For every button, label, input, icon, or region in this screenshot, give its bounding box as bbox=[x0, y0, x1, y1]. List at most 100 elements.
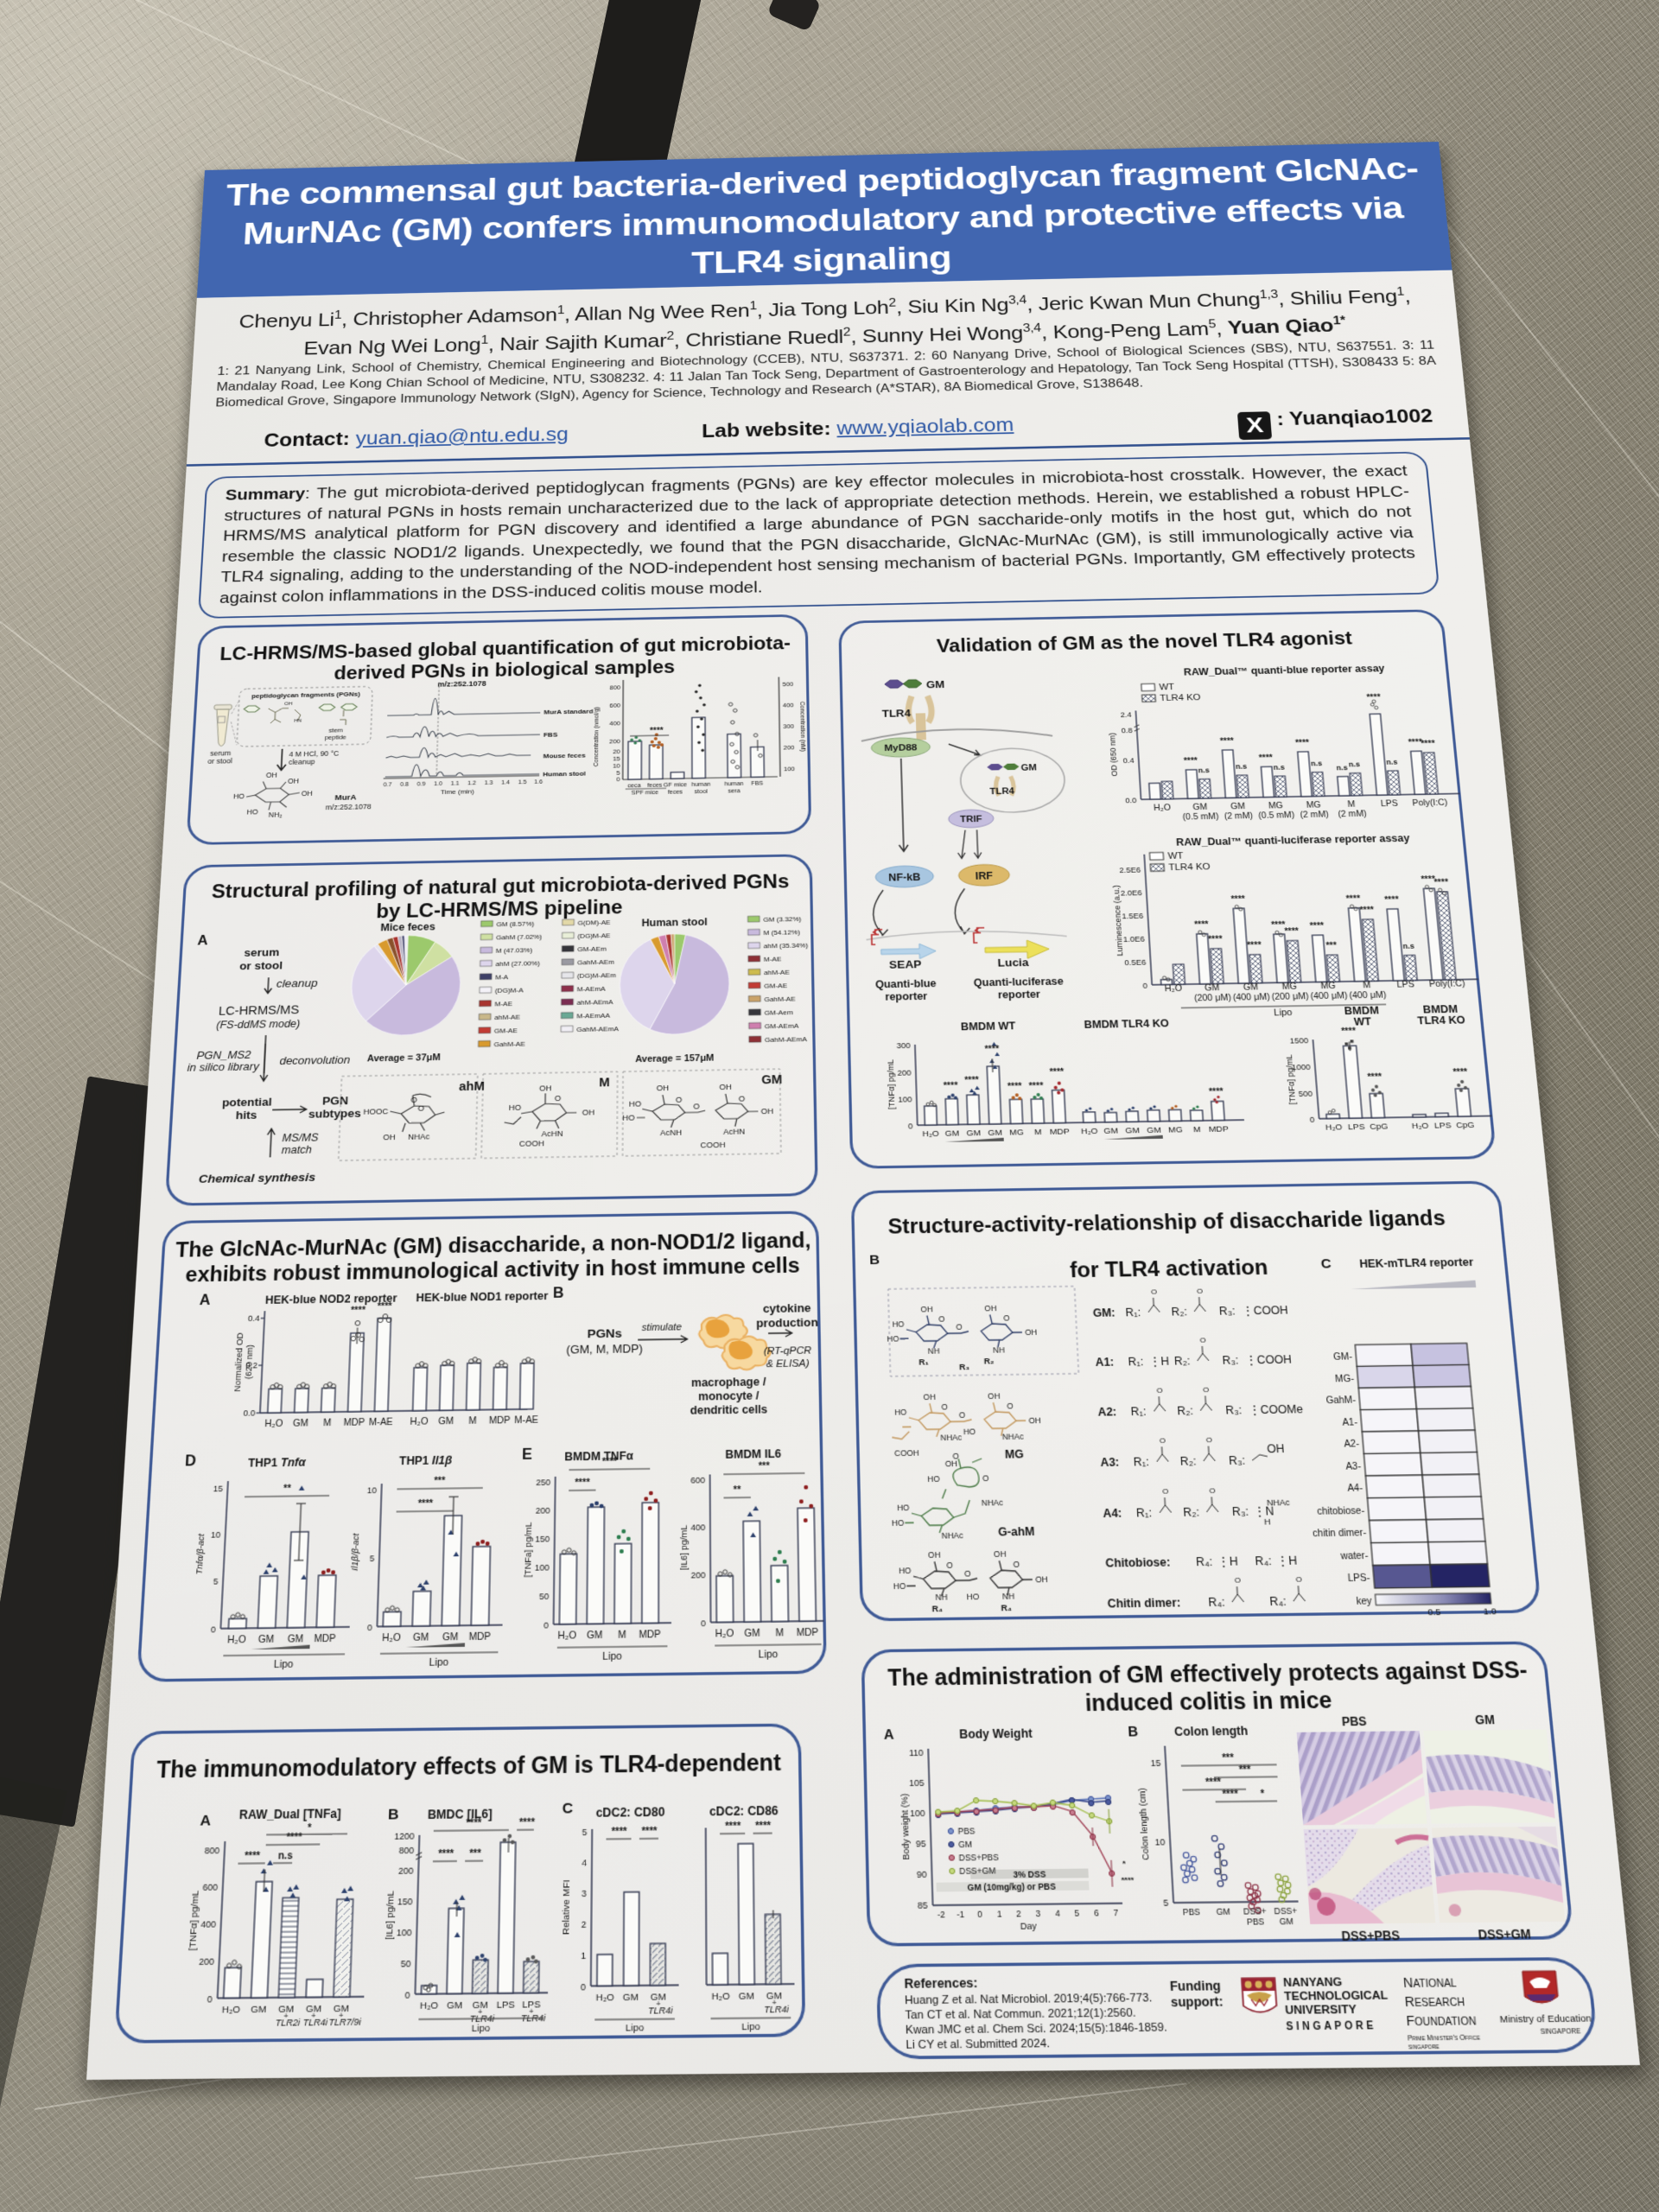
svg-text:n.s: n.s bbox=[278, 1849, 294, 1861]
svg-text:dendritic cells: dendritic cells bbox=[690, 1404, 768, 1417]
svg-text:(DG)M-AE: (DG)M-AE bbox=[577, 933, 611, 940]
svg-text:FBS: FBS bbox=[751, 781, 763, 787]
svg-text:GM: GM bbox=[761, 1072, 782, 1087]
svg-text:800: 800 bbox=[204, 1846, 219, 1857]
svg-text:****: **** bbox=[1194, 919, 1210, 929]
svg-text:O: O bbox=[1199, 1337, 1205, 1344]
svg-text:PGNs: PGNs bbox=[588, 1328, 622, 1341]
svg-text:100: 100 bbox=[784, 766, 796, 773]
svg-text:NF-kB: NF-kB bbox=[888, 873, 920, 884]
svg-text:O: O bbox=[1156, 1388, 1162, 1395]
svg-text:OH: OH bbox=[928, 1550, 941, 1560]
svg-text:150: 150 bbox=[535, 1534, 550, 1544]
svg-text:H₂O: H₂O bbox=[1081, 1127, 1098, 1136]
svg-text:OH: OH bbox=[1028, 1415, 1041, 1425]
svg-text:IRF: IRF bbox=[976, 872, 994, 882]
svg-text:****: **** bbox=[1049, 1066, 1065, 1077]
svg-text:OH: OH bbox=[761, 1107, 774, 1116]
svg-text:ahM-AE: ahM-AE bbox=[494, 1014, 521, 1021]
svg-text:50: 50 bbox=[539, 1592, 549, 1602]
svg-text:HO: HO bbox=[509, 1103, 522, 1113]
svg-text:GM: GM bbox=[926, 680, 945, 691]
svg-text:600: 600 bbox=[609, 702, 620, 709]
svg-text:GahM-AE: GahM-AE bbox=[493, 1041, 525, 1049]
svg-text:NH₂: NH₂ bbox=[268, 810, 283, 819]
svg-text:reporter: reporter bbox=[885, 992, 927, 1003]
svg-text:1.4: 1.4 bbox=[501, 780, 511, 786]
svg-text:GM: GM bbox=[306, 2003, 322, 2014]
svg-text:O: O bbox=[739, 1094, 746, 1103]
svg-text:200: 200 bbox=[691, 1570, 706, 1580]
svg-text:R₄: R₄ bbox=[1001, 1603, 1012, 1613]
svg-text:SEAP: SEAP bbox=[889, 959, 922, 971]
svg-text:RESEARCH: RESEARCH bbox=[1404, 1994, 1465, 2010]
svg-text:MG: MG bbox=[1320, 981, 1336, 991]
svg-text:OH: OH bbox=[284, 702, 293, 707]
svg-text:[TNFα] pg/mL: [TNFα] pg/mL bbox=[886, 1058, 897, 1109]
svg-text:potential: potential bbox=[222, 1096, 272, 1109]
svg-text:(200 μM): (200 μM) bbox=[1194, 993, 1232, 1003]
svg-text:****: **** bbox=[612, 1826, 628, 1838]
svg-text:Normalized OD: Normalized OD bbox=[232, 1332, 245, 1392]
svg-text:MG: MG bbox=[1268, 801, 1284, 810]
svg-text:in silico library: in silico library bbox=[187, 1061, 259, 1074]
svg-text:4: 4 bbox=[1055, 1908, 1060, 1919]
svg-text:PBS: PBS bbox=[1341, 1716, 1367, 1729]
svg-text:****: **** bbox=[1309, 921, 1325, 931]
svg-text:0.5E6: 0.5E6 bbox=[1124, 958, 1146, 968]
svg-text:400: 400 bbox=[783, 702, 794, 709]
svg-text:3% DSS: 3% DSS bbox=[1013, 1869, 1046, 1880]
svg-text:WT: WT bbox=[1167, 851, 1184, 861]
svg-text:HO: HO bbox=[887, 1334, 899, 1344]
svg-text:Body weight (%): Body weight (%) bbox=[899, 1793, 912, 1860]
svg-text:[TNFα] pg/mL: [TNFα] pg/mL bbox=[1284, 1054, 1298, 1105]
svg-text:TLR4i: TLR4i bbox=[521, 2012, 546, 2024]
svg-text:200: 200 bbox=[897, 1068, 911, 1077]
svg-text:A: A bbox=[884, 1726, 895, 1743]
svg-text:B: B bbox=[869, 1251, 880, 1267]
svg-text:TLR7/9i: TLR7/9i bbox=[328, 2017, 361, 2028]
svg-text:Colon length: Colon length bbox=[1174, 1726, 1249, 1739]
svg-text:1.1: 1.1 bbox=[451, 781, 460, 787]
svg-text:Luminescence (a.u.): Luminescence (a.u.) bbox=[1111, 885, 1125, 957]
svg-text:****: **** bbox=[377, 1300, 392, 1311]
svg-text:(400 μM): (400 μM) bbox=[1232, 992, 1270, 1002]
svg-text:(DG)M-A: (DG)M-A bbox=[495, 988, 524, 995]
svg-text:Average = 157μM: Average = 157μM bbox=[635, 1052, 714, 1064]
svg-text:feces: feces bbox=[647, 783, 662, 789]
svg-text:[TNFα] pg/mL: [TNFα] pg/mL bbox=[188, 1890, 201, 1950]
svg-text:****: **** bbox=[438, 1847, 454, 1859]
svg-text:15: 15 bbox=[213, 1484, 223, 1494]
svg-text:****: **** bbox=[1452, 1067, 1469, 1077]
svg-text:HEK-mTLR4 reporter: HEK-mTLR4 reporter bbox=[1359, 1257, 1474, 1270]
svg-text:500: 500 bbox=[782, 682, 793, 689]
svg-text:THP1 Tnfα: THP1 Tnfα bbox=[248, 1458, 307, 1471]
svg-text:0.2: 0.2 bbox=[245, 1361, 257, 1370]
svg-text:A2:: A2: bbox=[1097, 1407, 1116, 1419]
svg-text:****: **** bbox=[1359, 905, 1375, 914]
svg-text:-2: -2 bbox=[938, 1910, 945, 1921]
svg-text:GahM (7.02%): GahM (7.02%) bbox=[496, 934, 542, 942]
svg-text:(0.5 mM): (0.5 mM) bbox=[1182, 811, 1219, 822]
svg-text:Concentration (nM): Concentration (nM) bbox=[798, 702, 806, 752]
svg-text:1.0: 1.0 bbox=[434, 782, 443, 788]
svg-text:Lipo: Lipo bbox=[429, 1656, 448, 1668]
svg-text:derived PGNs in biological sam: derived PGNs in biological samples bbox=[334, 658, 675, 684]
svg-text:M: M bbox=[323, 1417, 332, 1428]
svg-text:+: + bbox=[283, 2012, 289, 2021]
svg-text:HO: HO bbox=[963, 1427, 976, 1436]
svg-text:HO: HO bbox=[629, 1099, 641, 1109]
svg-text:HO: HO bbox=[897, 1503, 910, 1513]
svg-text:H₂O: H₂O bbox=[1411, 1122, 1428, 1131]
svg-text:BMDM: BMDM bbox=[1344, 1006, 1379, 1017]
svg-text:****: **** bbox=[1384, 894, 1400, 904]
svg-text:GM-AEm: GM-AEm bbox=[577, 946, 607, 953]
svg-text:The administration of GM effec: The administration of GM effectively pro… bbox=[887, 1658, 1529, 1691]
svg-text:M: M bbox=[618, 1629, 626, 1640]
svg-text:GM: GM bbox=[1279, 1916, 1294, 1927]
svg-text:MG: MG bbox=[1281, 982, 1297, 992]
svg-text:600: 600 bbox=[202, 1882, 218, 1893]
svg-text:PRIME MINISTER'S OFFICE: PRIME MINISTER'S OFFICE bbox=[1408, 2035, 1481, 2043]
svg-text:GM (8.57%): GM (8.57%) bbox=[496, 921, 534, 929]
svg-text:10: 10 bbox=[211, 1530, 221, 1541]
